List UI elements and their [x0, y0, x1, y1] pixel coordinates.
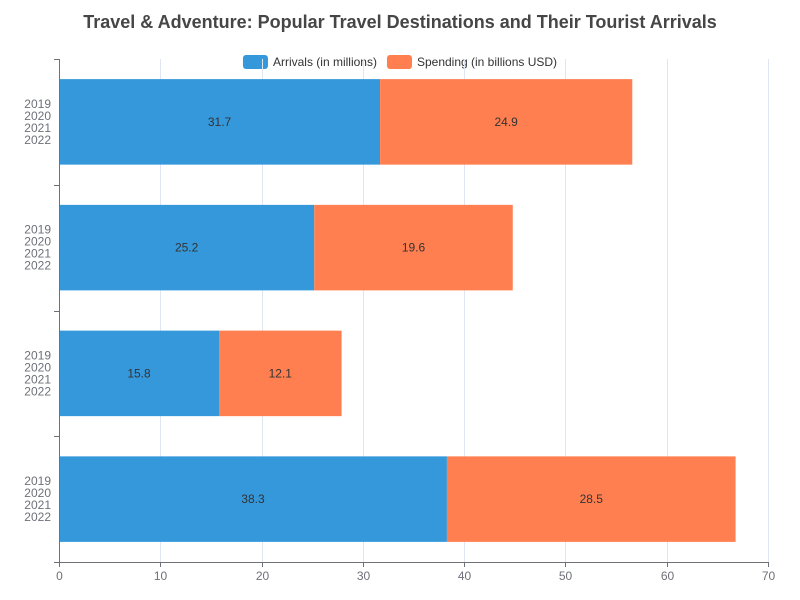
- legend-label-0: Arrivals (in millions): [273, 55, 377, 69]
- category-label-line: 2019: [24, 348, 51, 362]
- category-label-line: 2021: [24, 247, 51, 261]
- bar-spending-0[interactable]: [380, 79, 633, 165]
- x-tick-label-40: 40: [458, 569, 472, 583]
- bar-arrivals-2[interactable]: [59, 330, 220, 417]
- category-label-line: 2020: [24, 109, 51, 123]
- category-label-line: 2020: [24, 486, 51, 500]
- bar-spending-2[interactable]: [219, 330, 342, 417]
- bar-label-arrivals-0: 31.7: [208, 115, 232, 129]
- bar-spending-1[interactable]: [314, 204, 513, 291]
- category-label-1: 2019 2020 2021 2022: [24, 223, 51, 273]
- category-label-line: 2021: [24, 498, 51, 512]
- category-label-line: 2022: [24, 259, 51, 273]
- category-label-line: 2022: [24, 384, 51, 398]
- category-label-line: 2019: [24, 474, 51, 488]
- category-label-line: 2019: [24, 97, 51, 111]
- legend[interactable]: Arrivals (in millions) Spending (in billi…: [242, 55, 557, 69]
- category-label-2: 2019 2020 2021 2022: [24, 348, 51, 398]
- category-label-line: 2020: [24, 235, 51, 249]
- bar-labels: 31.7 24.9 25.2 19.6 15.8 12.1 38.3 28.5: [127, 115, 603, 506]
- chart-title: Travel & Adventure: Popular Travel Desti…: [83, 12, 717, 32]
- x-tick-label-60: 60: [661, 569, 675, 583]
- category-label-line: 2022: [24, 510, 51, 524]
- bar-arrivals-1[interactable]: [59, 204, 315, 291]
- bar-arrivals-3[interactable]: [59, 456, 447, 542]
- category-label-line: 2021: [24, 121, 51, 135]
- bar-label-arrivals-3: 38.3: [241, 492, 265, 506]
- bar-label-spending-0: 24.9: [494, 115, 518, 129]
- legend-item-0[interactable]: Arrivals (in millions): [242, 55, 377, 69]
- bar-label-spending-3: 28.5: [580, 492, 604, 506]
- bar-arrivals-0[interactable]: [59, 79, 381, 165]
- x-tick-label-30: 30: [357, 569, 371, 583]
- legend-swatch-0: [242, 55, 268, 69]
- category-label-3: 2019 2020 2021 2022: [24, 474, 51, 524]
- category-label-0: 2019 2020 2021 2022: [24, 97, 51, 147]
- bar-label-spending-1: 19.6: [402, 241, 426, 255]
- category-label-line: 2021: [24, 372, 51, 386]
- x-tick-label-50: 50: [559, 569, 573, 583]
- legend-item-1[interactable]: Spending (in billions USD): [386, 55, 557, 69]
- category-label-line: 2019: [24, 223, 51, 237]
- x-tick-label-10: 10: [154, 569, 168, 583]
- legend-swatch-1: [386, 55, 412, 69]
- category-label-line: 2020: [24, 360, 51, 374]
- x-tick-label-70: 70: [762, 569, 776, 583]
- category-label-line: 2022: [24, 133, 51, 147]
- bar-label-spending-2: 12.1: [269, 366, 293, 380]
- x-tick-label-0: 0: [56, 569, 63, 583]
- x-tick-label-20: 20: [256, 569, 270, 583]
- bars: [59, 79, 736, 542]
- bar-label-arrivals-2: 15.8: [127, 366, 151, 380]
- bar-spending-3[interactable]: [446, 456, 736, 542]
- legend-label-1: Spending (in billions USD): [417, 55, 557, 69]
- bar-label-arrivals-1: 25.2: [175, 241, 199, 255]
